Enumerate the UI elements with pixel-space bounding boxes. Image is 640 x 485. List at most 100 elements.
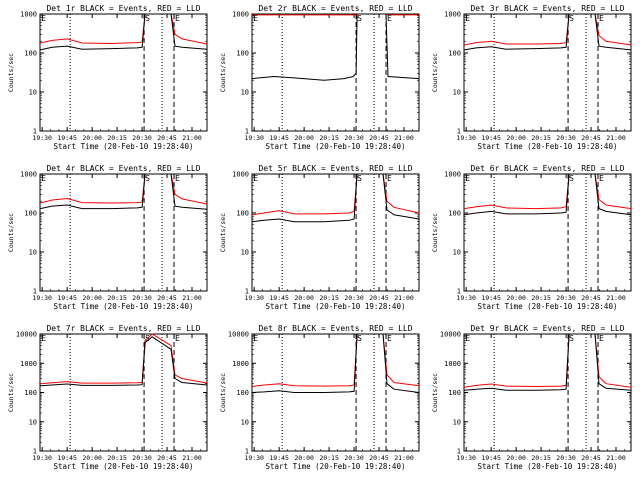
panel-9-x-tick-label: 20:15 <box>531 454 551 462</box>
panel-1-x-tick-label: 21:00 <box>182 134 202 142</box>
panel-3-y-tick-label: 1 <box>457 128 461 136</box>
panel-6-series-lld <box>464 173 632 210</box>
panel-6-y-tick-label: 100 <box>448 210 461 218</box>
panel-9-series-lld <box>464 333 632 388</box>
panel-7-y-axis-label: Counts/sec <box>7 373 15 412</box>
panel-7-x-tick-label: 21:00 <box>182 454 202 462</box>
panel-4-series-events <box>40 173 208 210</box>
panel-5-x-tick-label: 20:45 <box>369 294 389 302</box>
panel-5-y-tick-label: 10 <box>241 249 249 257</box>
panel-5-x-tick-label: 20:15 <box>319 294 339 302</box>
panel-8-marker-s: S <box>357 334 362 343</box>
panel-8-y-axis-label: Counts/sec <box>219 373 227 412</box>
panel-2-x-tick-label: 21:00 <box>394 134 414 142</box>
panel-2-y-tick-label: 10 <box>241 89 249 97</box>
panel-1-x-tick-label: 20:45 <box>157 134 177 142</box>
panel-4-y-tick-label: 10 <box>29 249 37 257</box>
panel-4-marker-e: E <box>175 174 180 183</box>
panel-5-y-tick-label: 100 <box>236 210 249 218</box>
panel-2-x-tick-label: 20:30 <box>344 134 364 142</box>
panel-5-series-lld <box>252 173 420 216</box>
panel-9-y-tick-label: 10000 <box>440 331 461 339</box>
panel-1-y-tick-label: 1000 <box>20 11 37 19</box>
panel-8-series-lld <box>252 333 420 387</box>
panel-4-frame <box>39 173 208 292</box>
panel-6-marker-e: E <box>599 174 604 183</box>
panel-7-x-tick-label: 20:15 <box>107 454 127 462</box>
panel-9-x-tick-label: 21:00 <box>606 454 626 462</box>
panel-6-x-tick-label: 20:00 <box>506 294 526 302</box>
panel-1-title: Det 1r BLACK = Events, RED = LLD <box>46 4 200 13</box>
panel-5-series-events <box>252 173 420 223</box>
panel-6-marker-e: E <box>465 174 470 183</box>
panel-4-marker-e: E <box>41 174 46 183</box>
panel-1-frame <box>39 13 208 132</box>
panel-7-title: Det 7r BLACK = Events, RED = LLD <box>46 324 200 333</box>
panel-7-y-tick-label: 1000 <box>20 360 37 368</box>
panel-4-x-tick-label: 20:30 <box>132 294 152 302</box>
panel-1-y-axis-label: Counts/sec <box>7 53 15 92</box>
panel-1-x-tick-label: 20:30 <box>132 134 152 142</box>
panel-1-series-events <box>40 13 208 51</box>
panel-7-marker-e: E <box>175 334 180 343</box>
panel-9-x-tick-label: 20:30 <box>556 454 576 462</box>
panel-7-x-tick-label: 20:00 <box>82 454 102 462</box>
panel-6-y-tick-label: 1 <box>457 288 461 296</box>
panel-1-series-lld <box>40 13 208 45</box>
panel-3-x-tick-label: 20:15 <box>531 134 551 142</box>
panel-9-frame <box>463 333 632 452</box>
panel-4-x-tick-label: 20:15 <box>107 294 127 302</box>
panel-3-marker-e: E <box>465 14 470 23</box>
panel-2-y-tick-label: 1000 <box>232 11 249 19</box>
panel-8-y-tick-label: 1 <box>245 448 249 456</box>
panel-7-x-axis-label: Start Time (20-Feb-10 19:28:40) <box>54 462 194 471</box>
panel-6-x-tick-label: 21:00 <box>606 294 626 302</box>
panel-7-y-tick-label: 1 <box>33 448 37 456</box>
panel-9-x-tick-label: 20:00 <box>506 454 526 462</box>
panel-8-x-tick-label: 20:45 <box>369 454 389 462</box>
panel-9-title: Det 9r BLACK = Events, RED = LLD <box>470 324 624 333</box>
panel-4-y-axis-label: Counts/sec <box>7 213 15 252</box>
panel-8-x-tick-label: 19:30 <box>244 454 264 462</box>
panel-9-y-tick-label: 1 <box>457 448 461 456</box>
panel-1-x-tick-label: 20:15 <box>107 134 127 142</box>
panel-2-frame <box>251 13 420 132</box>
panel-4-x-tick-label: 19:45 <box>57 294 77 302</box>
panel-5-x-tick-label: 21:00 <box>394 294 414 302</box>
panel-7-x-tick-label: 19:30 <box>32 454 52 462</box>
panel-3-marker-e: E <box>599 14 604 23</box>
panel-6-y-axis-label: Counts/sec <box>431 213 439 252</box>
panel-7-marker-e: E <box>41 334 46 343</box>
panel-3-frame <box>463 13 632 132</box>
panel-5-marker-e: E <box>387 174 392 183</box>
panel-2-series-events <box>252 13 420 81</box>
panel-2-x-tick-label: 20:00 <box>294 134 314 142</box>
panel-7-y-tick-label: 100 <box>24 389 37 397</box>
panel-9-marker-e: E <box>599 334 604 343</box>
panel-7-x-tick-label: 20:30 <box>132 454 152 462</box>
panel-4-x-tick-label: 20:00 <box>82 294 102 302</box>
panel-5-x-tick-label: 19:30 <box>244 294 264 302</box>
panel-3-title: Det 3r BLACK = Events, RED = LLD <box>470 4 624 13</box>
panel-1-x-tick-label: 19:45 <box>57 134 77 142</box>
panel-3-x-tick-label: 20:00 <box>506 134 526 142</box>
panel-8-x-axis-label: Start Time (20-Feb-10 19:28:40) <box>266 462 406 471</box>
panel-9-y-tick-label: 1000 <box>444 360 461 368</box>
panel-5-frame <box>251 173 420 292</box>
panel-5-y-axis-label: Counts/sec <box>219 213 227 252</box>
panel-4-x-axis-label: Start Time (20-Feb-10 19:28:40) <box>54 302 194 311</box>
panel-8-title: Det 8r BLACK = Events, RED = LLD <box>258 324 412 333</box>
panel-8-y-tick-label: 1000 <box>232 360 249 368</box>
panel-8-x-tick-label: 20:30 <box>344 454 364 462</box>
panel-2-y-tick-label: 1 <box>245 128 249 136</box>
panel-4-x-tick-label: 21:00 <box>182 294 202 302</box>
panel-1-x-tick-label: 19:30 <box>32 134 52 142</box>
panel-8-x-tick-label: 20:00 <box>294 454 314 462</box>
panel-9-series-events <box>464 333 632 391</box>
panel-1-marker-s: S <box>145 14 150 23</box>
panel-5-y-tick-label: 1 <box>245 288 249 296</box>
panel-7-series-events <box>40 336 208 387</box>
panel-8-x-tick-label: 19:45 <box>269 454 289 462</box>
panel-8-x-tick-label: 21:00 <box>394 454 414 462</box>
